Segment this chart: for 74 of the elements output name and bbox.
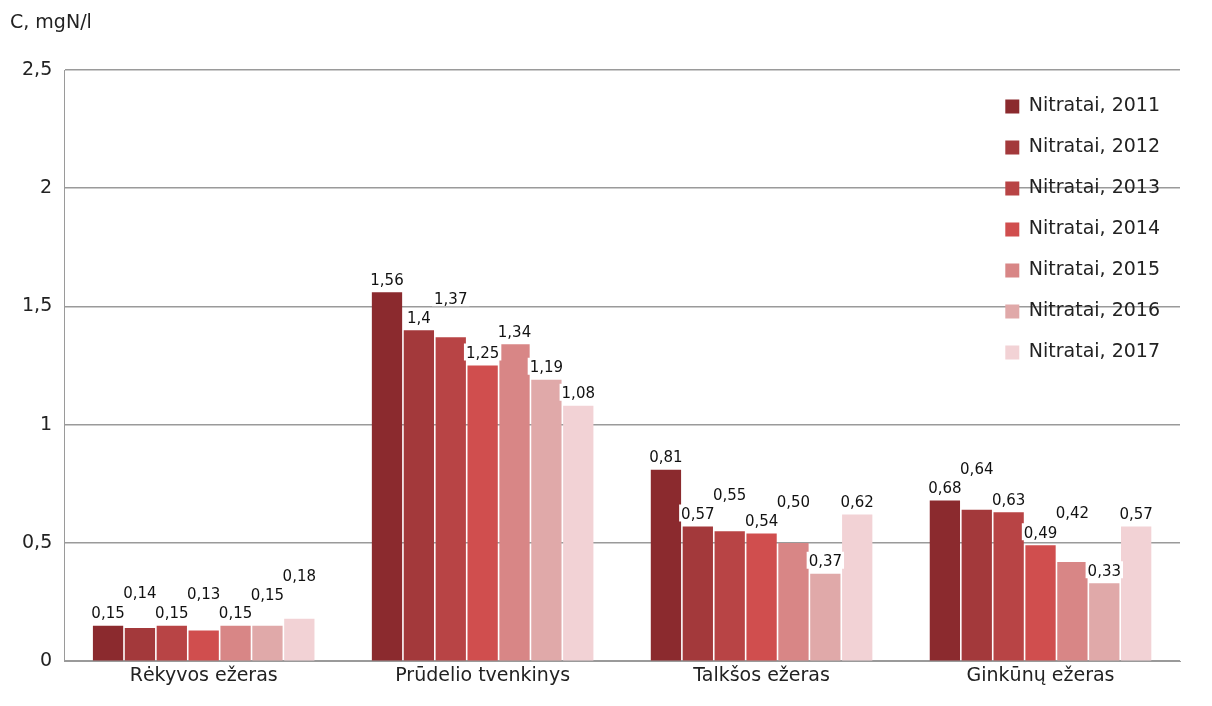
x-tick-label: Talkšos ežeras <box>692 662 830 685</box>
bar <box>371 292 403 661</box>
data-label: 1,34 <box>497 322 532 341</box>
bar <box>929 500 961 661</box>
bar <box>810 573 841 661</box>
data-label: 0,42 <box>1055 504 1090 523</box>
y-tick-label: 2,5 <box>22 56 53 79</box>
y-tick-label: 0,5 <box>22 529 53 552</box>
y-tick-label: 0 <box>40 648 53 671</box>
bar <box>124 628 156 661</box>
data-label: 0,54 <box>744 511 779 530</box>
bar <box>467 365 498 661</box>
bar <box>499 344 530 661</box>
y-tick-label: 1 <box>40 411 53 434</box>
data-label: 0,14 <box>123 584 157 603</box>
data-label: 0,50 <box>776 493 811 512</box>
data-label: 0,62 <box>840 492 874 511</box>
legend-label: Nitratai, 2016 <box>1028 298 1160 321</box>
y-tick-label: 2 <box>40 175 53 198</box>
data-label: 0,15 <box>155 604 189 623</box>
bar <box>403 330 435 661</box>
bar <box>842 514 873 661</box>
data-label: 0,15 <box>91 604 125 623</box>
data-label: 0,49 <box>1023 523 1058 542</box>
bar <box>188 630 219 661</box>
data-label: 0,57 <box>1119 504 1153 523</box>
data-label: 0,63 <box>991 490 1026 509</box>
data-label: 0,57 <box>681 504 715 523</box>
data-label: 0,64 <box>960 460 994 479</box>
bar <box>1057 561 1088 661</box>
bar <box>156 625 187 661</box>
bar <box>435 337 466 661</box>
bar <box>714 531 745 661</box>
legend-label: Nitratai, 2015 <box>1028 257 1160 280</box>
bar <box>993 512 1024 661</box>
bar <box>284 618 315 661</box>
data-label: 1,56 <box>370 270 404 289</box>
bar <box>1121 526 1152 661</box>
x-tick-label: Ginkūnų ežeras <box>966 662 1115 685</box>
bar <box>961 509 992 661</box>
y-tick-label: 1,5 <box>22 293 53 316</box>
x-tick-label: Prūdelio tvenkinys <box>395 662 571 685</box>
legend-label: Nitratai, 2011 <box>1028 93 1160 116</box>
bar <box>1025 545 1056 661</box>
x-tick-label: Rėkyvos ežeras <box>129 662 278 685</box>
bar <box>778 542 809 661</box>
bar <box>682 526 713 661</box>
data-label: 0,18 <box>282 567 317 586</box>
bar <box>563 405 594 661</box>
bar <box>252 625 283 661</box>
data-label: 0,81 <box>649 448 683 467</box>
data-label: 0,37 <box>808 552 843 571</box>
legend-label: Nitratai, 2014 <box>1028 216 1160 239</box>
data-label: 1,25 <box>465 343 500 362</box>
data-label: 1,37 <box>434 289 468 308</box>
legend-label: Nitratai, 2013 <box>1028 175 1160 198</box>
bar <box>531 379 562 661</box>
y-axis-title: C, mgN/l <box>10 10 92 32</box>
data-label: 0,15 <box>250 586 285 605</box>
bar <box>220 625 251 661</box>
bar <box>650 469 682 661</box>
data-label: 0,33 <box>1087 561 1121 580</box>
data-label: 0,15 <box>218 604 253 623</box>
data-label: 1,08 <box>561 384 595 403</box>
bar <box>1089 583 1120 661</box>
data-label: 0,68 <box>928 478 962 497</box>
legend-label: Nitratai, 2017 <box>1028 339 1160 362</box>
bar <box>746 533 777 661</box>
bar <box>92 625 124 661</box>
data-label: 1,4 <box>406 308 431 327</box>
data-label: 0,13 <box>186 584 221 603</box>
data-label: 0,55 <box>713 485 747 504</box>
data-label: 1,19 <box>529 358 564 377</box>
legend-label: Nitratai, 2012 <box>1028 134 1160 157</box>
